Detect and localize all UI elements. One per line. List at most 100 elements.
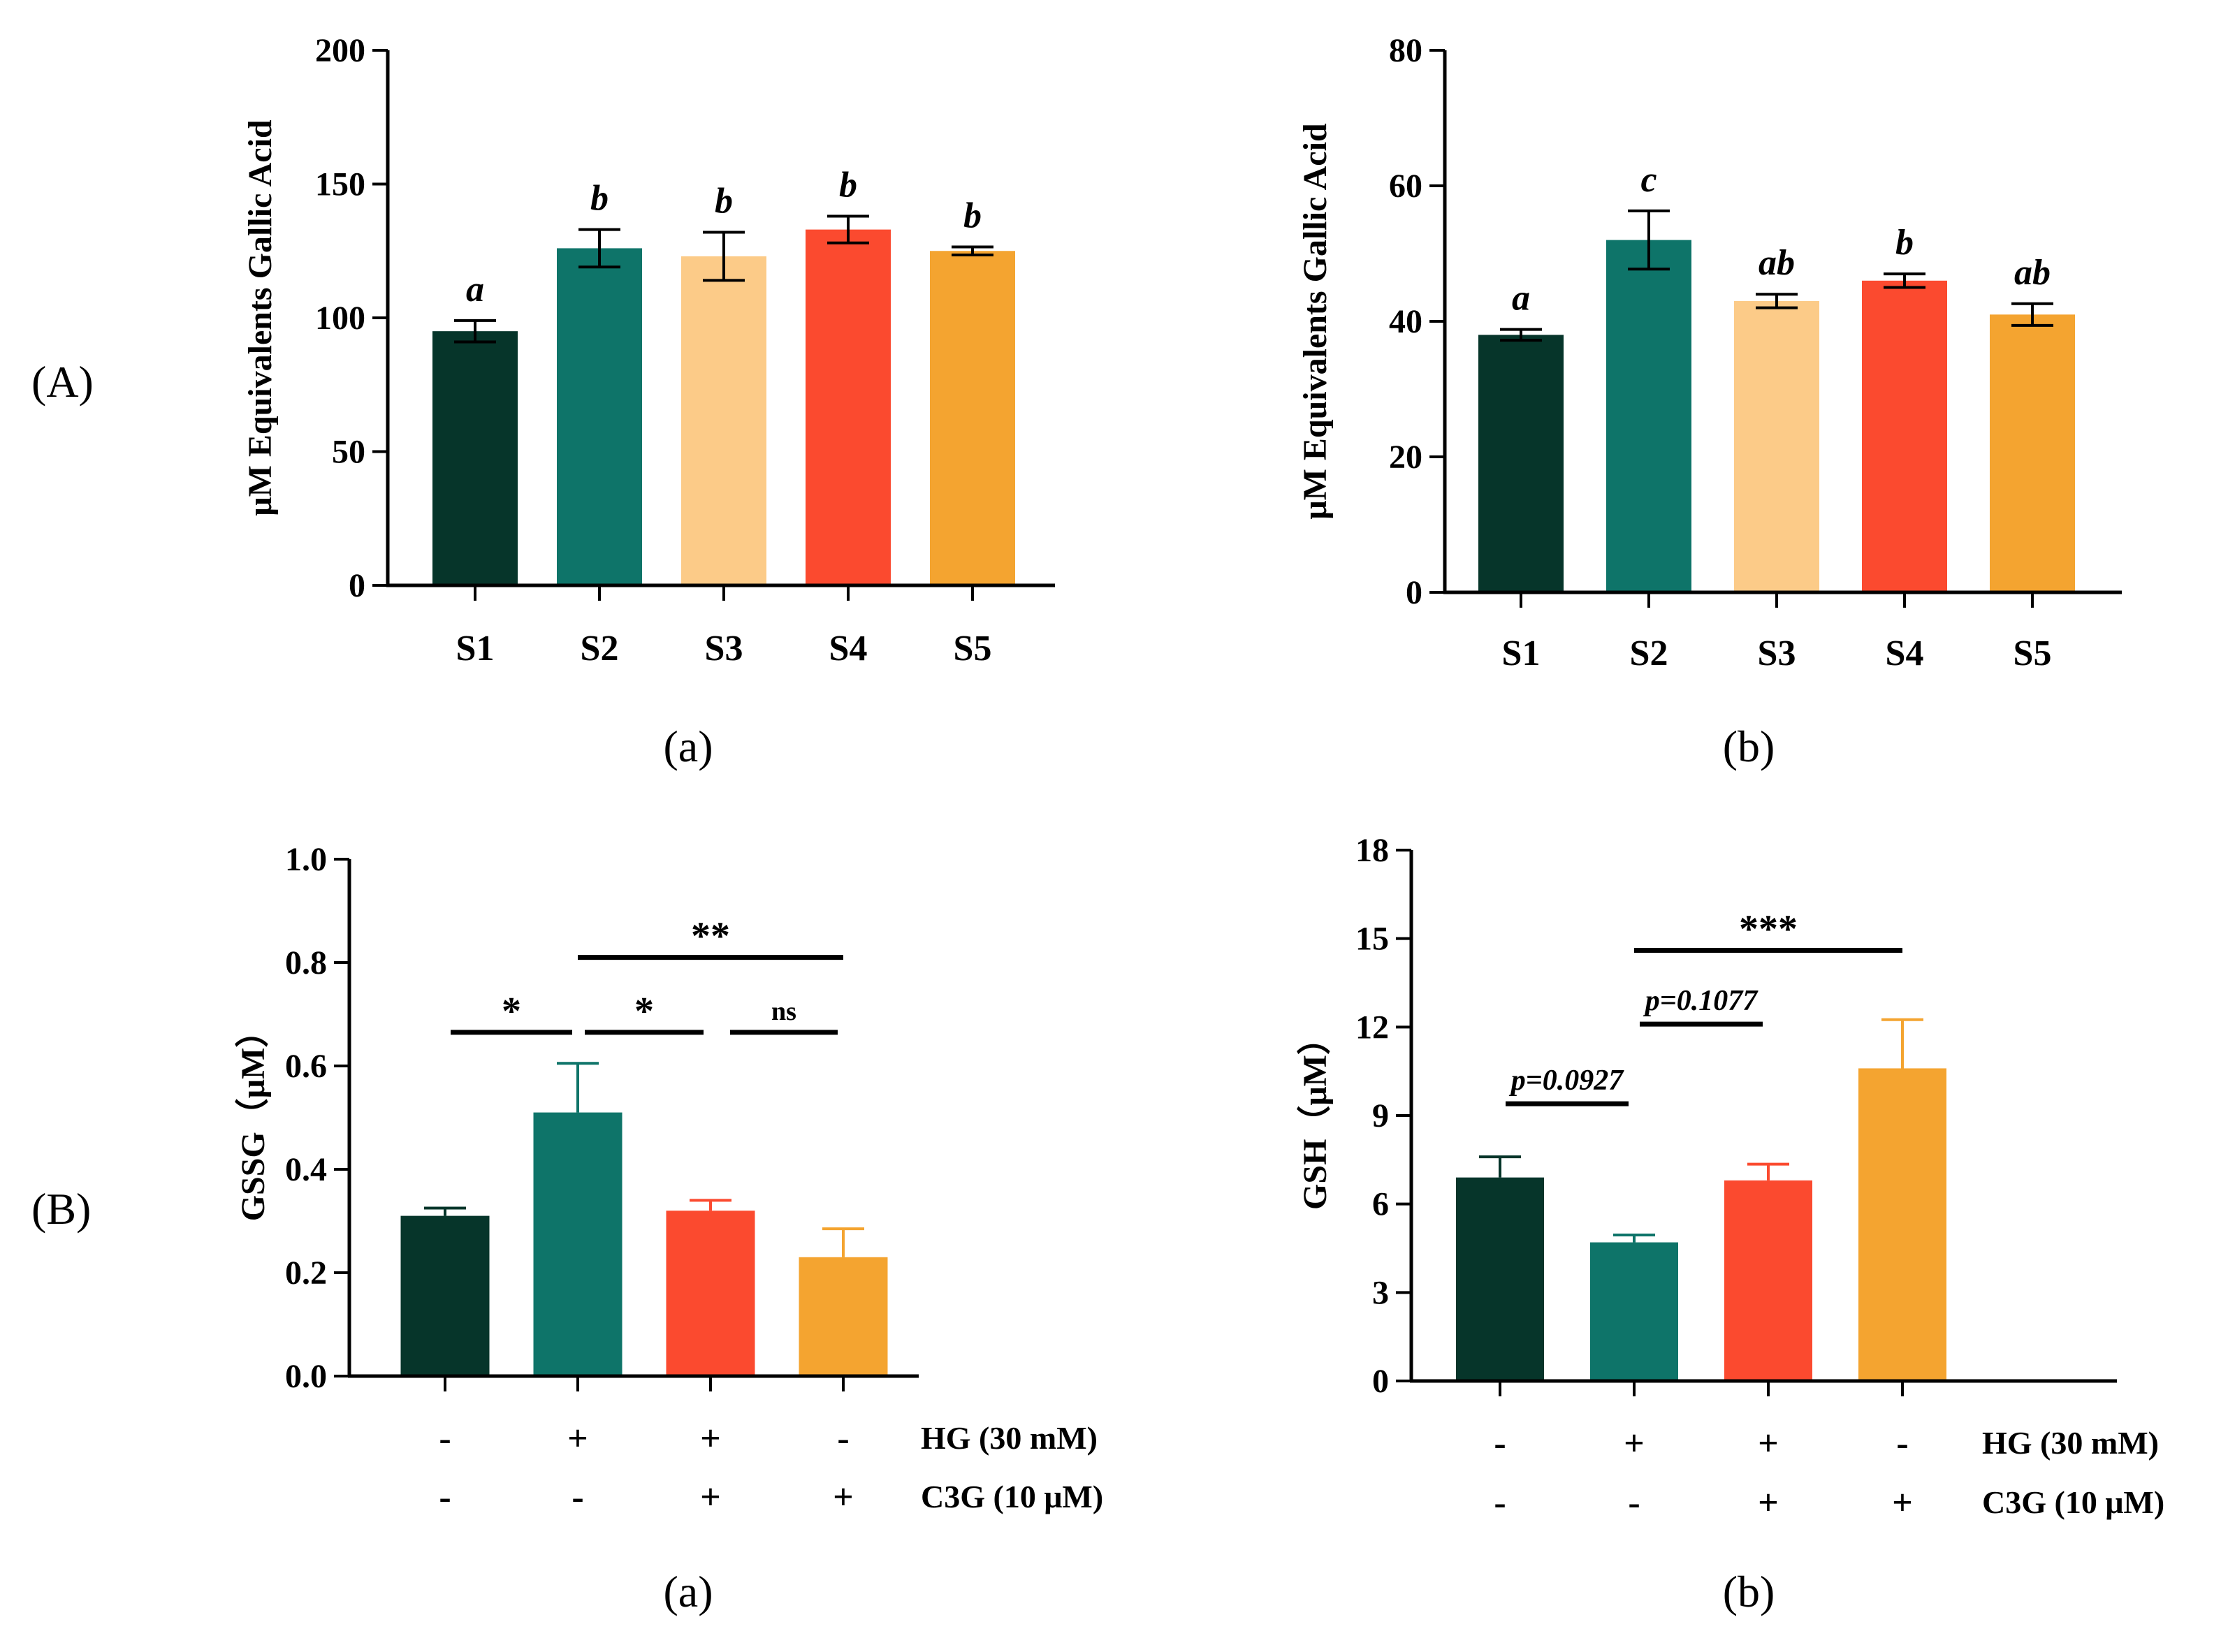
y-axis-title-Bb: GSH（μM） [1297, 1021, 1334, 1210]
y-tick-label-Bb-4: 12 [1355, 1009, 1389, 1046]
y-tick-label-Ba-5: 1.0 [285, 841, 327, 878]
y-tick-label-Aa-2: 100 [315, 300, 365, 337]
significance-letter-Ab-4: b [1895, 223, 1914, 263]
panel-label-Bb: (b) [1723, 1567, 1775, 1616]
significance-letter-Ab-5: ab [2014, 253, 2051, 293]
category-label-Ab-3: S3 [1758, 634, 1796, 673]
category-label-Ab-1: S1 [1502, 634, 1541, 673]
y-tick-label-Ba-4: 0.8 [285, 944, 327, 981]
y-tick-label-Ab-1: 20 [1389, 439, 1422, 476]
condition-sign-Bb-2-1: - [1494, 1483, 1506, 1523]
significance-label-Bb-1: p=0.0927 [1509, 1065, 1624, 1097]
bar-Aa-4 [806, 229, 891, 585]
y-tick-label-Ab-0: 0 [1406, 574, 1422, 611]
y-tick-label-Bb-0: 0 [1372, 1363, 1389, 1400]
y-tick-label-Bb-5: 15 [1355, 921, 1389, 958]
chart-Ab: a c ab b ab 0 20 40 60 80 S1 S2 S3 S4 S5 μM Equivalents… [1297, 32, 2122, 771]
condition-sign-Ba-1-1: - [439, 1419, 451, 1459]
bar-Aa-3 [681, 256, 766, 585]
y-tick-label-Aa-3: 150 [315, 166, 365, 203]
significance-letter-Aa-1: a [466, 270, 484, 309]
chart-Ba: 0.0 0.2 0.4 0.6 0.8 1.0 - - + - + + - + HG (30 mM) C3G … [235, 841, 1103, 1616]
bar-Bb-4 [1858, 1068, 1946, 1381]
category-label-Aa-2: S2 [581, 629, 619, 668]
bar-Ba-1 [400, 1215, 490, 1376]
category-label-Ab-4: S4 [1886, 634, 1924, 673]
bar-Ba-2 [533, 1112, 622, 1376]
bar-Aa-1 [432, 331, 518, 585]
y-tick-label-Aa-4: 200 [315, 32, 365, 69]
y-tick-label-Ab-4: 80 [1389, 32, 1422, 69]
y-tick-label-Bb-3: 9 [1372, 1097, 1389, 1134]
significance-label-Bb-3: *** [1739, 908, 1798, 951]
chart-Bb: 0 3 6 9 12 15 18 - - + - + + - + HG (30 mM) C3G (10 μM) p… [1297, 832, 2164, 1616]
y-tick-label-Aa-0: 0 [349, 567, 365, 604]
condition-sign-Ba-1-2: + [567, 1419, 588, 1459]
y-axis-title-Ba: GSSG（μM） [235, 1014, 272, 1222]
bar-Ab-1 [1478, 335, 1564, 592]
y-axis-title-Ab: μM Equivalents Gallic Acid [1297, 123, 1334, 520]
y-tick-label-Ab-2: 40 [1389, 303, 1422, 340]
significance-label-Ba-4: ** [691, 915, 730, 958]
significance-label-Bb-2: p=0.1077 [1643, 985, 1759, 1017]
category-label-Ab-5: S5 [2014, 634, 2052, 673]
category-label-Aa-1: S1 [456, 629, 495, 668]
y-tick-label-Aa-1: 50 [332, 434, 365, 471]
bar-Ab-5 [1990, 314, 2075, 592]
panel-label-Ab: (b) [1723, 722, 1775, 771]
significance-letter-Aa-3: b [715, 181, 733, 221]
bar-Bb-3 [1724, 1180, 1812, 1381]
y-tick-label-Ab-3: 60 [1389, 168, 1422, 205]
panel-label-Ba: (a) [663, 1567, 713, 1616]
category-label-Aa-3: S3 [705, 629, 743, 668]
category-label-Aa-5: S5 [954, 629, 992, 668]
bar-Bb-1 [1456, 1177, 1544, 1381]
category-label-Aa-4: S4 [829, 629, 868, 668]
y-tick-label-Ba-2: 0.4 [285, 1151, 327, 1188]
bar-Aa-2 [557, 248, 642, 585]
condition-sign-Bb-1-2: + [1624, 1424, 1645, 1463]
bar-Ab-4 [1862, 280, 1947, 592]
significance-label-Ba-2: * [634, 990, 654, 1033]
bar-Ab-2 [1606, 240, 1691, 592]
significance-letter-Ab-1: a [1512, 279, 1530, 319]
chart-Aa: a b b b b 0 50 100 150 200 S1 S2 S3 S4 S5 μM Equivalent… [242, 32, 1055, 771]
bar-Bb-2 [1590, 1242, 1678, 1381]
row-label-A: (A) [31, 357, 94, 407]
condition-name-Ba-2: C3G (10 μM) [921, 1479, 1103, 1514]
y-tick-label-Ba-0: 0.0 [285, 1358, 327, 1395]
significance-letter-Aa-4: b [839, 165, 857, 205]
significance-letter-Ab-2: c [1640, 160, 1657, 200]
category-label-Ab-2: S2 [1630, 634, 1668, 673]
condition-sign-Bb-1-4: - [1896, 1424, 1908, 1463]
y-axis-title-Aa: μM Equivalents Gallic Acid [242, 119, 279, 516]
y-tick-label-Bb-1: 3 [1372, 1274, 1389, 1311]
y-tick-label-Ba-3: 0.6 [285, 1048, 327, 1085]
condition-sign-Ba-1-3: + [700, 1419, 721, 1459]
panel-label-Aa: (a) [663, 722, 713, 771]
bar-Aa-5 [930, 251, 1015, 585]
bar-Ba-4 [799, 1257, 888, 1376]
row-label-B: (B) [31, 1184, 91, 1234]
condition-sign-Bb-2-2: - [1628, 1483, 1640, 1523]
significance-letter-Aa-5: b [963, 196, 982, 236]
condition-sign-Ba-2-2: - [571, 1477, 583, 1517]
condition-sign-Ba-1-4: - [837, 1419, 849, 1459]
condition-sign-Bb-1-1: - [1494, 1424, 1506, 1463]
condition-name-Bb-1: HG (30 mM) [1982, 1425, 2159, 1461]
significance-label-Ba-3: ns [771, 997, 796, 1026]
significance-letter-Ab-3: ab [1759, 243, 1795, 283]
condition-sign-Bb-1-3: + [1758, 1424, 1779, 1463]
condition-name-Bb-2: C3G (10 μM) [1982, 1484, 2164, 1520]
significance-label-Ba-1: * [502, 990, 521, 1033]
condition-sign-Bb-2-3: + [1758, 1483, 1779, 1523]
bar-Ba-3 [666, 1211, 755, 1376]
y-tick-label-Bb-6: 18 [1355, 832, 1389, 869]
condition-sign-Bb-2-4: + [1892, 1483, 1913, 1523]
significance-letter-Aa-2: b [590, 179, 609, 219]
condition-sign-Ba-2-1: - [439, 1477, 451, 1517]
condition-sign-Ba-2-4: + [833, 1477, 854, 1517]
bar-Ab-3 [1734, 300, 1819, 592]
condition-name-Ba-1: HG (30 mM) [921, 1420, 1098, 1456]
